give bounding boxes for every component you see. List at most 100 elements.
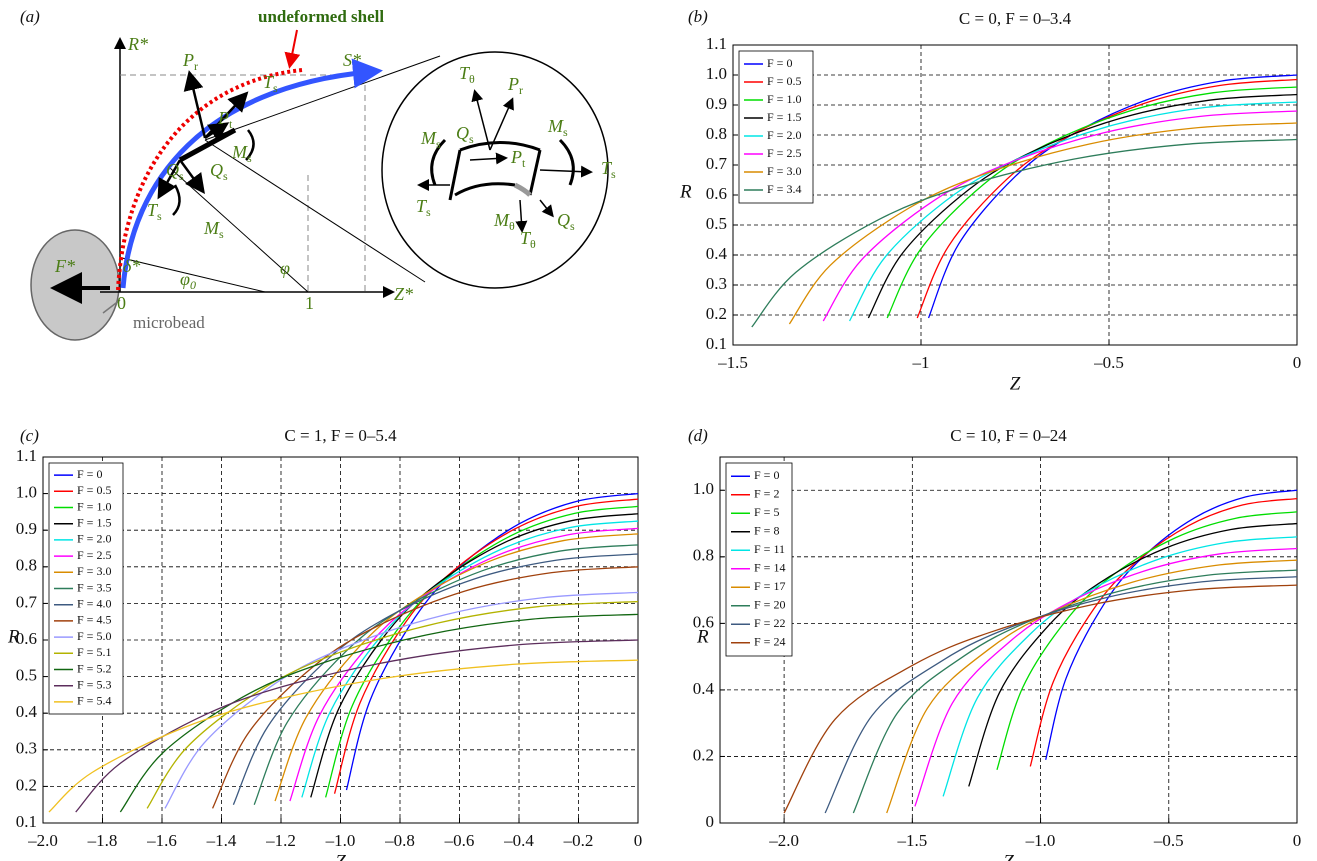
bead-label: microbead <box>133 313 205 332</box>
bead-pointer <box>102 299 121 314</box>
axis-label: S* <box>343 50 361 70</box>
callout-label: undeformed shell <box>258 7 384 26</box>
force-label: Mθ <box>493 210 515 233</box>
force-label: Qs <box>557 210 575 233</box>
label-sub: 0 <box>190 278 196 292</box>
label-sub: s <box>247 151 252 165</box>
legend-label: F = 0 <box>77 467 102 481</box>
zoom-circle <box>381 51 609 289</box>
force-label: Qs <box>210 160 228 183</box>
series-line <box>75 639 639 813</box>
label-sub: θ <box>469 72 475 86</box>
y-axis-label: R <box>679 181 692 202</box>
origin-label: 0 <box>117 293 126 313</box>
legend-label: F = 24 <box>754 635 785 649</box>
series-line <box>751 138 1298 328</box>
series-line <box>325 505 639 798</box>
force-label: Tθ <box>459 63 475 86</box>
label-sub: s <box>436 137 441 151</box>
series-line <box>822 110 1298 322</box>
label-main: T <box>263 72 275 92</box>
force-label: F* <box>54 256 75 276</box>
series-line <box>852 569 1298 814</box>
series-line <box>942 536 1298 797</box>
label-main: Q <box>456 123 469 143</box>
force-label: Pt <box>217 108 233 131</box>
series-line <box>289 527 639 802</box>
label-main: M <box>203 218 220 238</box>
series-line <box>232 553 639 805</box>
legend-label: F = 5.0 <box>77 629 111 643</box>
y-tick-label: 1.1 <box>16 446 37 465</box>
label-main: Q <box>166 160 179 180</box>
legend-label: F = 4.0 <box>77 596 111 610</box>
label-main: M <box>231 142 248 162</box>
label-sub: s <box>469 132 474 146</box>
series-line <box>119 613 639 813</box>
label-sub: s <box>563 125 568 139</box>
x-tick-label: 0 <box>1293 353 1302 372</box>
legend-label: F = 5 <box>754 505 779 519</box>
y-tick-label: 1.0 <box>706 64 727 83</box>
y-tick-label: 0.3 <box>16 739 37 758</box>
zoom-line <box>204 139 426 283</box>
legend-label: F = 5.4 <box>77 694 111 708</box>
y-tick-label: 0.4 <box>706 244 728 263</box>
series-line <box>788 122 1298 325</box>
label-sub: s <box>179 169 184 183</box>
x-axis-label: Z <box>1003 851 1014 861</box>
y-tick-label: 0.9 <box>706 94 727 113</box>
y-tick-label: 0.6 <box>706 184 727 203</box>
force-label: Ms <box>231 142 252 165</box>
zoom-line <box>204 55 441 141</box>
series-line <box>333 498 639 794</box>
force-label: Pr <box>182 50 198 73</box>
y-tick-label: 0.4 <box>16 702 38 721</box>
y-tick-label: 0.8 <box>16 556 37 575</box>
legend-label: F = 0.5 <box>767 74 801 88</box>
y-tick-label: 0.8 <box>693 546 714 565</box>
label-sub: r <box>519 83 523 97</box>
label-sub: s <box>273 81 278 95</box>
series-line <box>783 584 1298 814</box>
x-tick-label: –1.6 <box>146 831 177 850</box>
label-main: P <box>217 108 229 128</box>
series-line <box>927 74 1298 319</box>
force-label: Pt <box>510 147 526 170</box>
chart: –1.5 –1 –0.5 0 0.1 0.2 0.3 0.4 0.5 0.6 0.7 0.8 0.9 1.… <box>679 7 1301 394</box>
label-main: T <box>459 63 471 83</box>
label-sub: s <box>570 219 575 233</box>
y-tick-label: 0.8 <box>706 124 727 143</box>
panel-label: (c) <box>20 426 39 445</box>
y-tick-label: 0.2 <box>706 304 727 323</box>
x-tick-label: –0.8 <box>384 831 415 850</box>
series-line <box>914 547 1298 807</box>
force-label: Tθ <box>520 228 536 251</box>
series-line <box>48 659 639 813</box>
force-label: Qs <box>456 123 474 146</box>
label-main: T <box>601 158 613 178</box>
legend-label: F = 5.1 <box>77 645 111 659</box>
legend-label: F = 5.3 <box>77 677 111 691</box>
offset-label: δ* <box>123 256 140 276</box>
diagram: (a) undeformed shell R* S* Z* F* δ* φ0 φ… <box>20 7 609 341</box>
x-tick-label: –1.5 <box>896 831 927 850</box>
plot-frame <box>719 456 1298 824</box>
y-tick-label: 0.2 <box>16 775 37 794</box>
axis-label: R* <box>127 34 148 54</box>
legend-label: F = 2.0 <box>77 532 111 546</box>
legend-label: F = 17 <box>754 579 785 593</box>
legend-label: F = 5.2 <box>77 661 111 675</box>
y-tick-label: 0 <box>706 812 715 831</box>
label-main: T <box>147 200 159 220</box>
legend-label: F = 2 <box>754 487 779 501</box>
series-line <box>824 576 1298 814</box>
unit-label: 1 <box>305 293 314 313</box>
force-label: Ms <box>547 116 568 139</box>
y-tick-label: 1.1 <box>706 34 727 53</box>
label-sub: θ <box>530 237 536 251</box>
legend-label: F = 0 <box>754 468 779 482</box>
panel-label: (a) <box>20 7 40 26</box>
x-tick-label: –1.4 <box>206 831 237 850</box>
panel-label: (b) <box>688 7 708 26</box>
